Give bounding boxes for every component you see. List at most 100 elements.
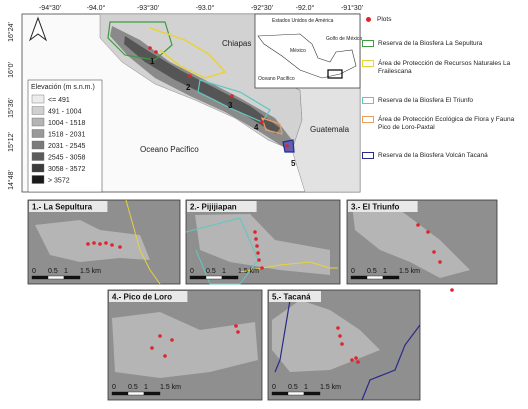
panel-terrain [35,220,150,262]
longitude-label: -93.0° [196,4,215,12]
longitude-label: -91°30' [341,4,363,12]
elevation-class-label: <= 491 [48,97,70,104]
area-swatch [362,97,374,104]
area-swatch [362,116,374,123]
sepultura-boundary [107,21,173,61]
plot-point [118,245,122,249]
site-number: 2 [186,83,191,92]
scale-label: 1 [64,268,68,275]
inset-ocean: Oceano Pacífico [258,76,295,82]
scale-label: 1.5 km [238,268,259,275]
panel-title: 3.- El Triunfo [351,203,400,212]
site-number: 1 [150,57,155,66]
plot-point [340,342,344,346]
elevation-swatch [31,152,45,161]
plot-point [255,244,259,248]
ocean-label: Oceano Pacífico [140,145,199,154]
picoloro-boundary [261,117,283,135]
scale-bar [287,391,305,396]
plot-location [154,50,158,54]
plot-point [86,242,90,246]
area-legend: Reserva de la Biosfera El Triunfo [362,97,526,105]
inset-mexico: México [290,48,306,54]
plot-point [338,334,342,338]
panel-terrain [112,312,258,378]
scale-label: 0 [112,384,116,391]
longitude-label: -93°30' [137,4,159,12]
elevation-swatch [31,94,45,104]
tacana-line [361,324,421,401]
sepultura-line [125,199,161,285]
scale-label: 0 [272,384,276,391]
scale-label: 0.5 [48,268,58,275]
elevation-class-label: 2031 - 2545 [48,143,85,150]
area-legend: Área de Protección de Recursos Naturales… [362,60,526,76]
latitude-label: 16°0' [7,62,15,78]
scale-bar [205,275,223,280]
site-number: 3 [228,101,233,110]
inset-usa: Estados Unidos de América [272,18,334,24]
longitude-label: -92.0° [296,4,315,12]
elevation-swatch [31,129,45,138]
elevation-class-label: 1004 - 1518 [48,120,85,127]
area-swatch [362,152,374,159]
scale-label: 0.5 [288,384,298,391]
frailescana-line [239,261,338,273]
elevation-swatch [31,106,45,115]
plot-point [110,243,114,247]
plot-point [257,258,261,262]
plot-point [253,230,257,234]
scale-bar [382,275,400,280]
panel-title-box [29,201,108,212]
scale-label: 0.5 [367,268,377,275]
inset-gulf: Golfo de México [326,36,362,42]
plot-point [260,266,264,270]
plot-location [260,120,264,124]
inset-study-box [327,69,343,79]
scale-bar [303,391,321,396]
plot-legend-dot [366,17,371,22]
longitude-label: -92°30' [251,4,273,12]
elevation-swatch [31,140,45,150]
elevation-class-label: 3058 - 3572 [48,166,85,173]
elevation-class-label: > 3572 [48,178,70,185]
scale-bar [189,275,207,280]
plot-point [236,330,240,334]
latitude-label: 16°24' [7,22,15,42]
scale-bar [31,275,49,280]
area-swatch [362,60,374,67]
panel-title-box [269,291,321,302]
longitude-label: -94.0° [87,4,106,12]
scale-bar [47,275,65,280]
scale-label: 1 [222,268,226,275]
elevation-swatch [31,175,45,184]
panel-title: 4.- Pico de Loro [112,293,172,302]
plot-point [98,242,102,246]
panel-title: 5.- Tacaná [272,293,311,302]
scale-label: 1.5 km [399,268,420,275]
scale-label: 1.5 km [80,268,101,275]
panel-terrain [195,214,330,275]
plot-point [234,324,238,328]
state-label: Chiapas [222,39,251,48]
panel-title-box [109,291,188,302]
area-legend: Reserva de la Biosfera La Sepultura [362,40,526,48]
plot-point [438,260,442,264]
scale-label: 0.5 [128,384,138,391]
scale-bar [143,391,161,396]
panel-title: 2.- Pijijiapan [190,203,237,212]
scale-label: 1 [144,384,148,391]
plot-point [150,346,154,350]
longitude-label: -94°30' [39,4,61,12]
plot-point [336,326,340,330]
plot-point [163,354,167,358]
plot-point [426,230,430,234]
area-swatch [362,40,374,47]
elevation-class-label: 491 - 1004 [48,109,82,116]
area-legend-text: Reserva de la Biosfera La Sepultura [378,40,483,47]
panel-title-box [348,201,418,212]
scale-bar [111,391,129,396]
latitude-label: 15°12' [7,132,15,152]
panel-terrain [352,205,470,278]
